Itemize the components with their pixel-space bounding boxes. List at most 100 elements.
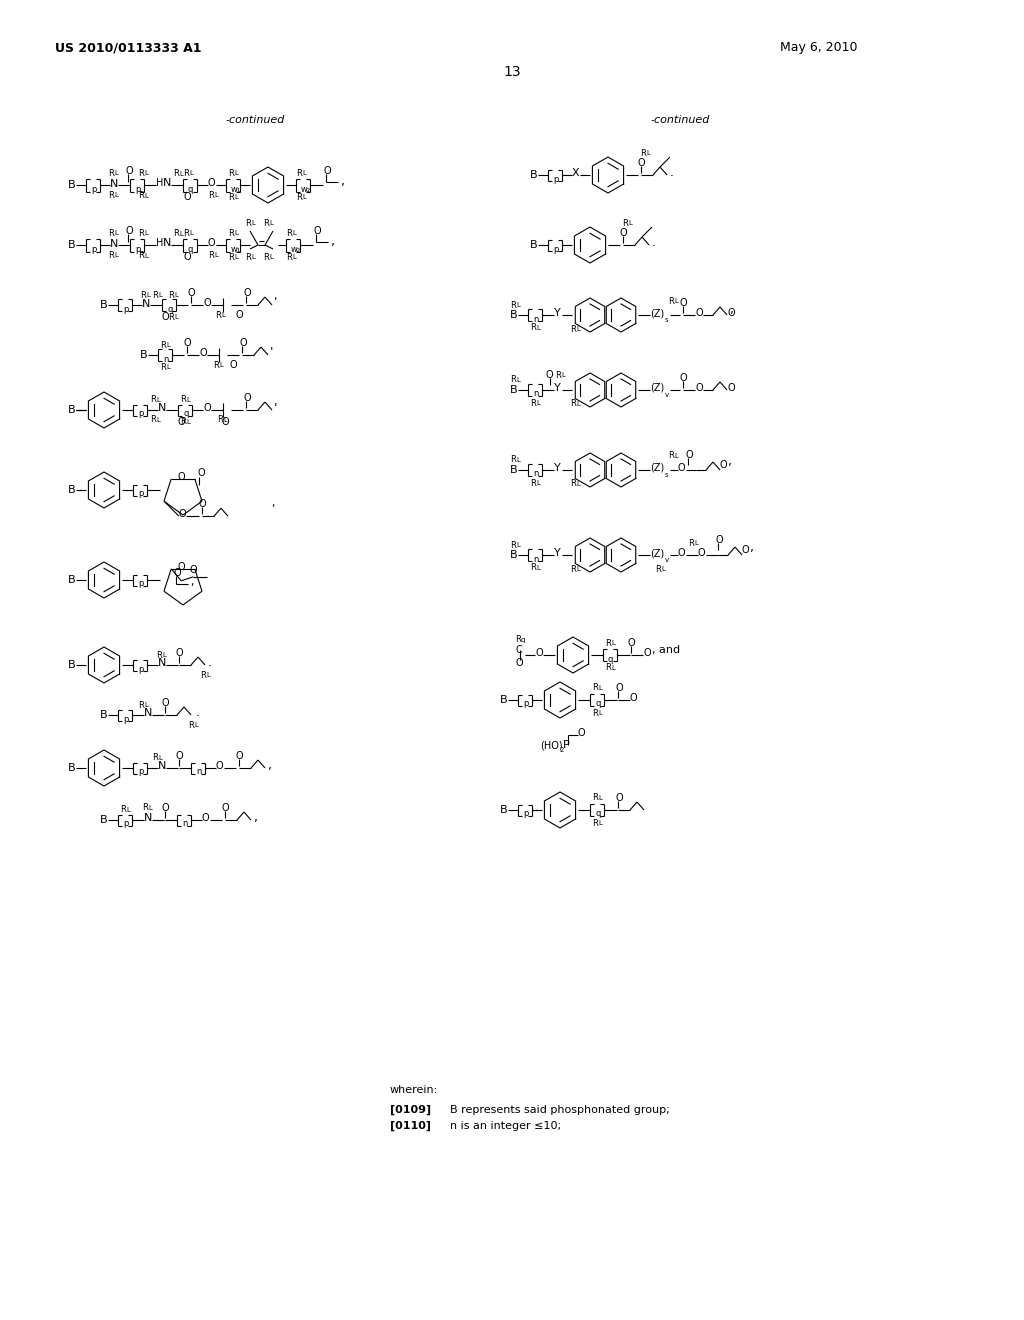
Text: R: R (570, 325, 575, 334)
Text: O: O (628, 638, 636, 648)
Text: R: R (173, 230, 179, 239)
Text: n: n (196, 767, 202, 776)
Text: L: L (575, 401, 580, 407)
Text: p: p (553, 174, 558, 183)
Text: L: L (114, 252, 118, 257)
Text: n is an integer ≤10;: n is an integer ≤10; (450, 1121, 561, 1131)
Text: s: s (665, 473, 669, 478)
Text: R: R (140, 290, 145, 300)
Text: O: O (183, 191, 190, 202)
Text: R: R (138, 191, 144, 201)
Text: O: O (190, 565, 198, 576)
Text: L: L (162, 652, 166, 657)
Text: O: O (162, 312, 170, 322)
Text: L: L (516, 457, 520, 463)
Text: n: n (534, 470, 539, 479)
Text: L: L (174, 292, 178, 298)
Text: R: R (138, 252, 144, 260)
Text: wherein:: wherein: (390, 1085, 438, 1096)
Text: R: R (510, 540, 516, 549)
Text: q: q (188, 244, 194, 253)
Text: B: B (100, 300, 108, 310)
Text: R: R (530, 564, 536, 573)
Text: p: p (91, 244, 96, 253)
Text: B: B (68, 576, 76, 585)
Text: P: P (563, 741, 569, 750)
Text: ': ' (274, 401, 278, 414)
Text: O: O (239, 338, 247, 348)
Text: R: R (156, 651, 162, 660)
Text: p: p (123, 820, 128, 829)
Text: L: L (186, 397, 189, 403)
Text: L: L (223, 417, 227, 422)
Text: R: R (245, 252, 251, 261)
Text: L: L (221, 312, 225, 318)
Text: B: B (68, 405, 76, 414)
Text: L: L (674, 453, 678, 459)
Text: B: B (510, 550, 517, 560)
Text: B: B (100, 710, 108, 719)
Text: R: R (168, 313, 174, 322)
Text: L: L (611, 665, 614, 671)
Text: N: N (158, 762, 166, 771)
Text: p: p (123, 305, 128, 314)
Text: R: R (180, 396, 186, 404)
Text: B: B (500, 805, 508, 814)
Text: R: R (592, 684, 598, 693)
Text: R: R (120, 805, 126, 814)
Text: L: L (536, 565, 540, 572)
Text: Y: Y (554, 383, 561, 393)
Text: R: R (622, 219, 628, 227)
Text: O: O (208, 238, 216, 248)
Text: R: R (286, 252, 292, 261)
Text: R: R (655, 565, 660, 573)
Text: O: O (620, 228, 628, 238)
Text: ,: , (331, 235, 335, 248)
Text: R: R (228, 252, 233, 261)
Text: L: L (251, 253, 255, 260)
Text: O: O (323, 166, 331, 176)
Text: ,: , (268, 759, 272, 772)
Text: O: O (678, 548, 686, 558)
Text: (Z): (Z) (650, 308, 665, 318)
Text: L: L (219, 362, 223, 368)
Text: (Z): (Z) (650, 383, 665, 393)
Text: O: O (236, 751, 244, 762)
Text: N: N (110, 180, 119, 189)
Text: R: R (108, 251, 114, 260)
Text: s: s (665, 317, 669, 323)
Text: R: R (208, 190, 214, 199)
Text: (Z): (Z) (650, 548, 665, 558)
Text: p: p (523, 809, 528, 818)
Text: L: L (156, 417, 160, 422)
Text: O: O (203, 298, 211, 308)
Text: O: O (179, 510, 186, 519)
Text: O: O (199, 348, 207, 358)
Text: 2: 2 (560, 747, 564, 752)
Text: B: B (100, 814, 108, 825)
Text: R: R (217, 416, 223, 425)
Text: N: N (142, 300, 151, 309)
Text: .: . (652, 236, 656, 249)
Text: R: R (515, 635, 521, 644)
Text: O: O (727, 308, 734, 318)
Text: O: O (678, 463, 686, 473)
Text: R: R (530, 323, 536, 333)
Text: L: L (292, 253, 296, 260)
Text: R: R (180, 417, 186, 426)
Text: p: p (138, 767, 143, 776)
Text: p: p (523, 700, 528, 709)
Text: N: N (158, 657, 166, 668)
Text: n: n (534, 389, 539, 399)
Text: L: L (536, 325, 540, 331)
Text: N: N (144, 708, 153, 718)
Text: L: L (179, 231, 183, 238)
Text: p: p (135, 185, 140, 194)
Text: H: H (156, 238, 164, 248)
Text: q: q (188, 185, 194, 194)
Text: B: B (510, 385, 517, 395)
Text: R: R (150, 396, 156, 404)
Text: L: L (302, 194, 306, 201)
Text: L: L (575, 326, 580, 333)
Text: O: O (715, 535, 723, 545)
